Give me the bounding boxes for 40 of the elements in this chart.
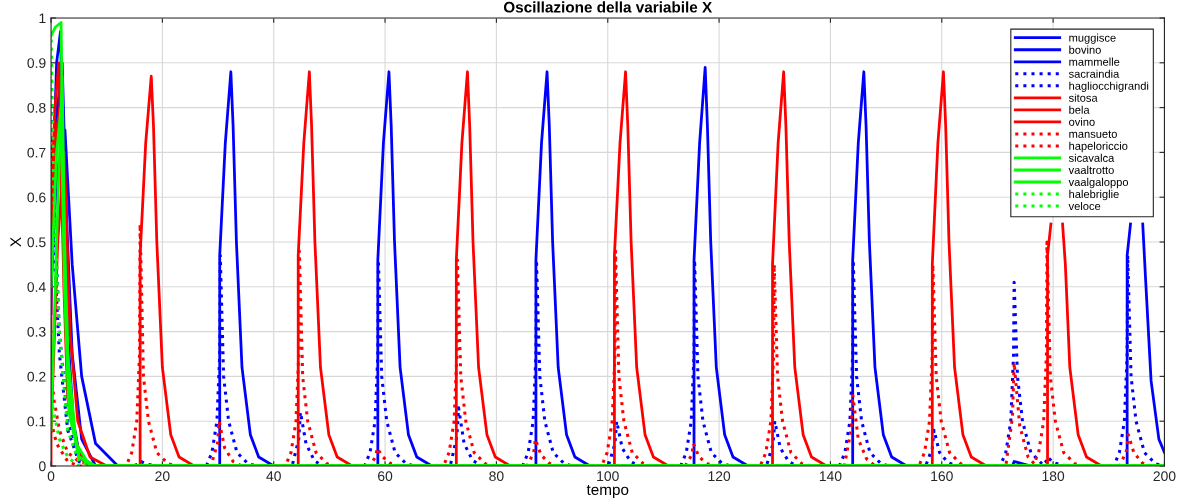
legend-label: veloce <box>1068 201 1101 211</box>
x-axis-title: tempo <box>586 485 629 499</box>
y-tick-label: 0.2 <box>27 371 46 382</box>
legend-label: mansueto <box>1069 130 1117 138</box>
legend-label: muggisce <box>1069 33 1116 44</box>
legend-label: sitosa <box>1068 93 1098 102</box>
y-tick-label: 0.1 <box>27 416 46 427</box>
y-tick-label: 0.5 <box>27 237 46 248</box>
y-tick-label: 0.6 <box>27 192 46 203</box>
x-tick-label: 180 <box>1042 471 1065 482</box>
legend-label: vaaltrotto <box>1068 165 1114 174</box>
y-tick-label: 0.4 <box>27 282 46 292</box>
y-tick-label: 1 <box>39 13 46 24</box>
legend-label: halebriglie <box>1069 189 1119 201</box>
y-tick-label: 0.8 <box>27 102 46 113</box>
y-tick-label: 0.3 <box>27 326 46 337</box>
legend-label: hagliocchigrandi <box>1069 81 1149 93</box>
y-axis-title: X <box>10 237 21 247</box>
x-tick-label: 20 <box>155 471 170 482</box>
y-tick-label: 0 <box>39 461 46 472</box>
legend-label: sacraindia <box>1068 69 1120 78</box>
legend-label: sicavalca <box>1068 153 1115 162</box>
y-tick-label: 0.7 <box>27 147 46 158</box>
x-tick-label: 60 <box>378 471 393 482</box>
legend-label: hapeloriccio <box>1069 141 1128 153</box>
legend-label: mammelle <box>1069 57 1120 66</box>
y-tick-label: 0.9 <box>27 58 46 68</box>
chart-title: Oscillazione della variabile X <box>503 1 713 13</box>
legend-label: bela <box>1069 105 1090 114</box>
x-tick-label: 140 <box>819 471 842 482</box>
x-tick-label: 100 <box>597 471 619 482</box>
legend-label: ovino <box>1069 117 1095 126</box>
x-tick-label: 80 <box>489 471 504 482</box>
x-tick-label: 160 <box>931 471 953 482</box>
x-tick-label: 0 <box>47 471 55 482</box>
legend-label: bovino <box>1069 45 1101 54</box>
x-tick-label: 200 <box>1153 471 1176 482</box>
x-tick-label: 120 <box>708 471 731 482</box>
legend-label: vaalgaloppo <box>1068 177 1129 189</box>
x-tick-label: 40 <box>266 471 281 482</box>
